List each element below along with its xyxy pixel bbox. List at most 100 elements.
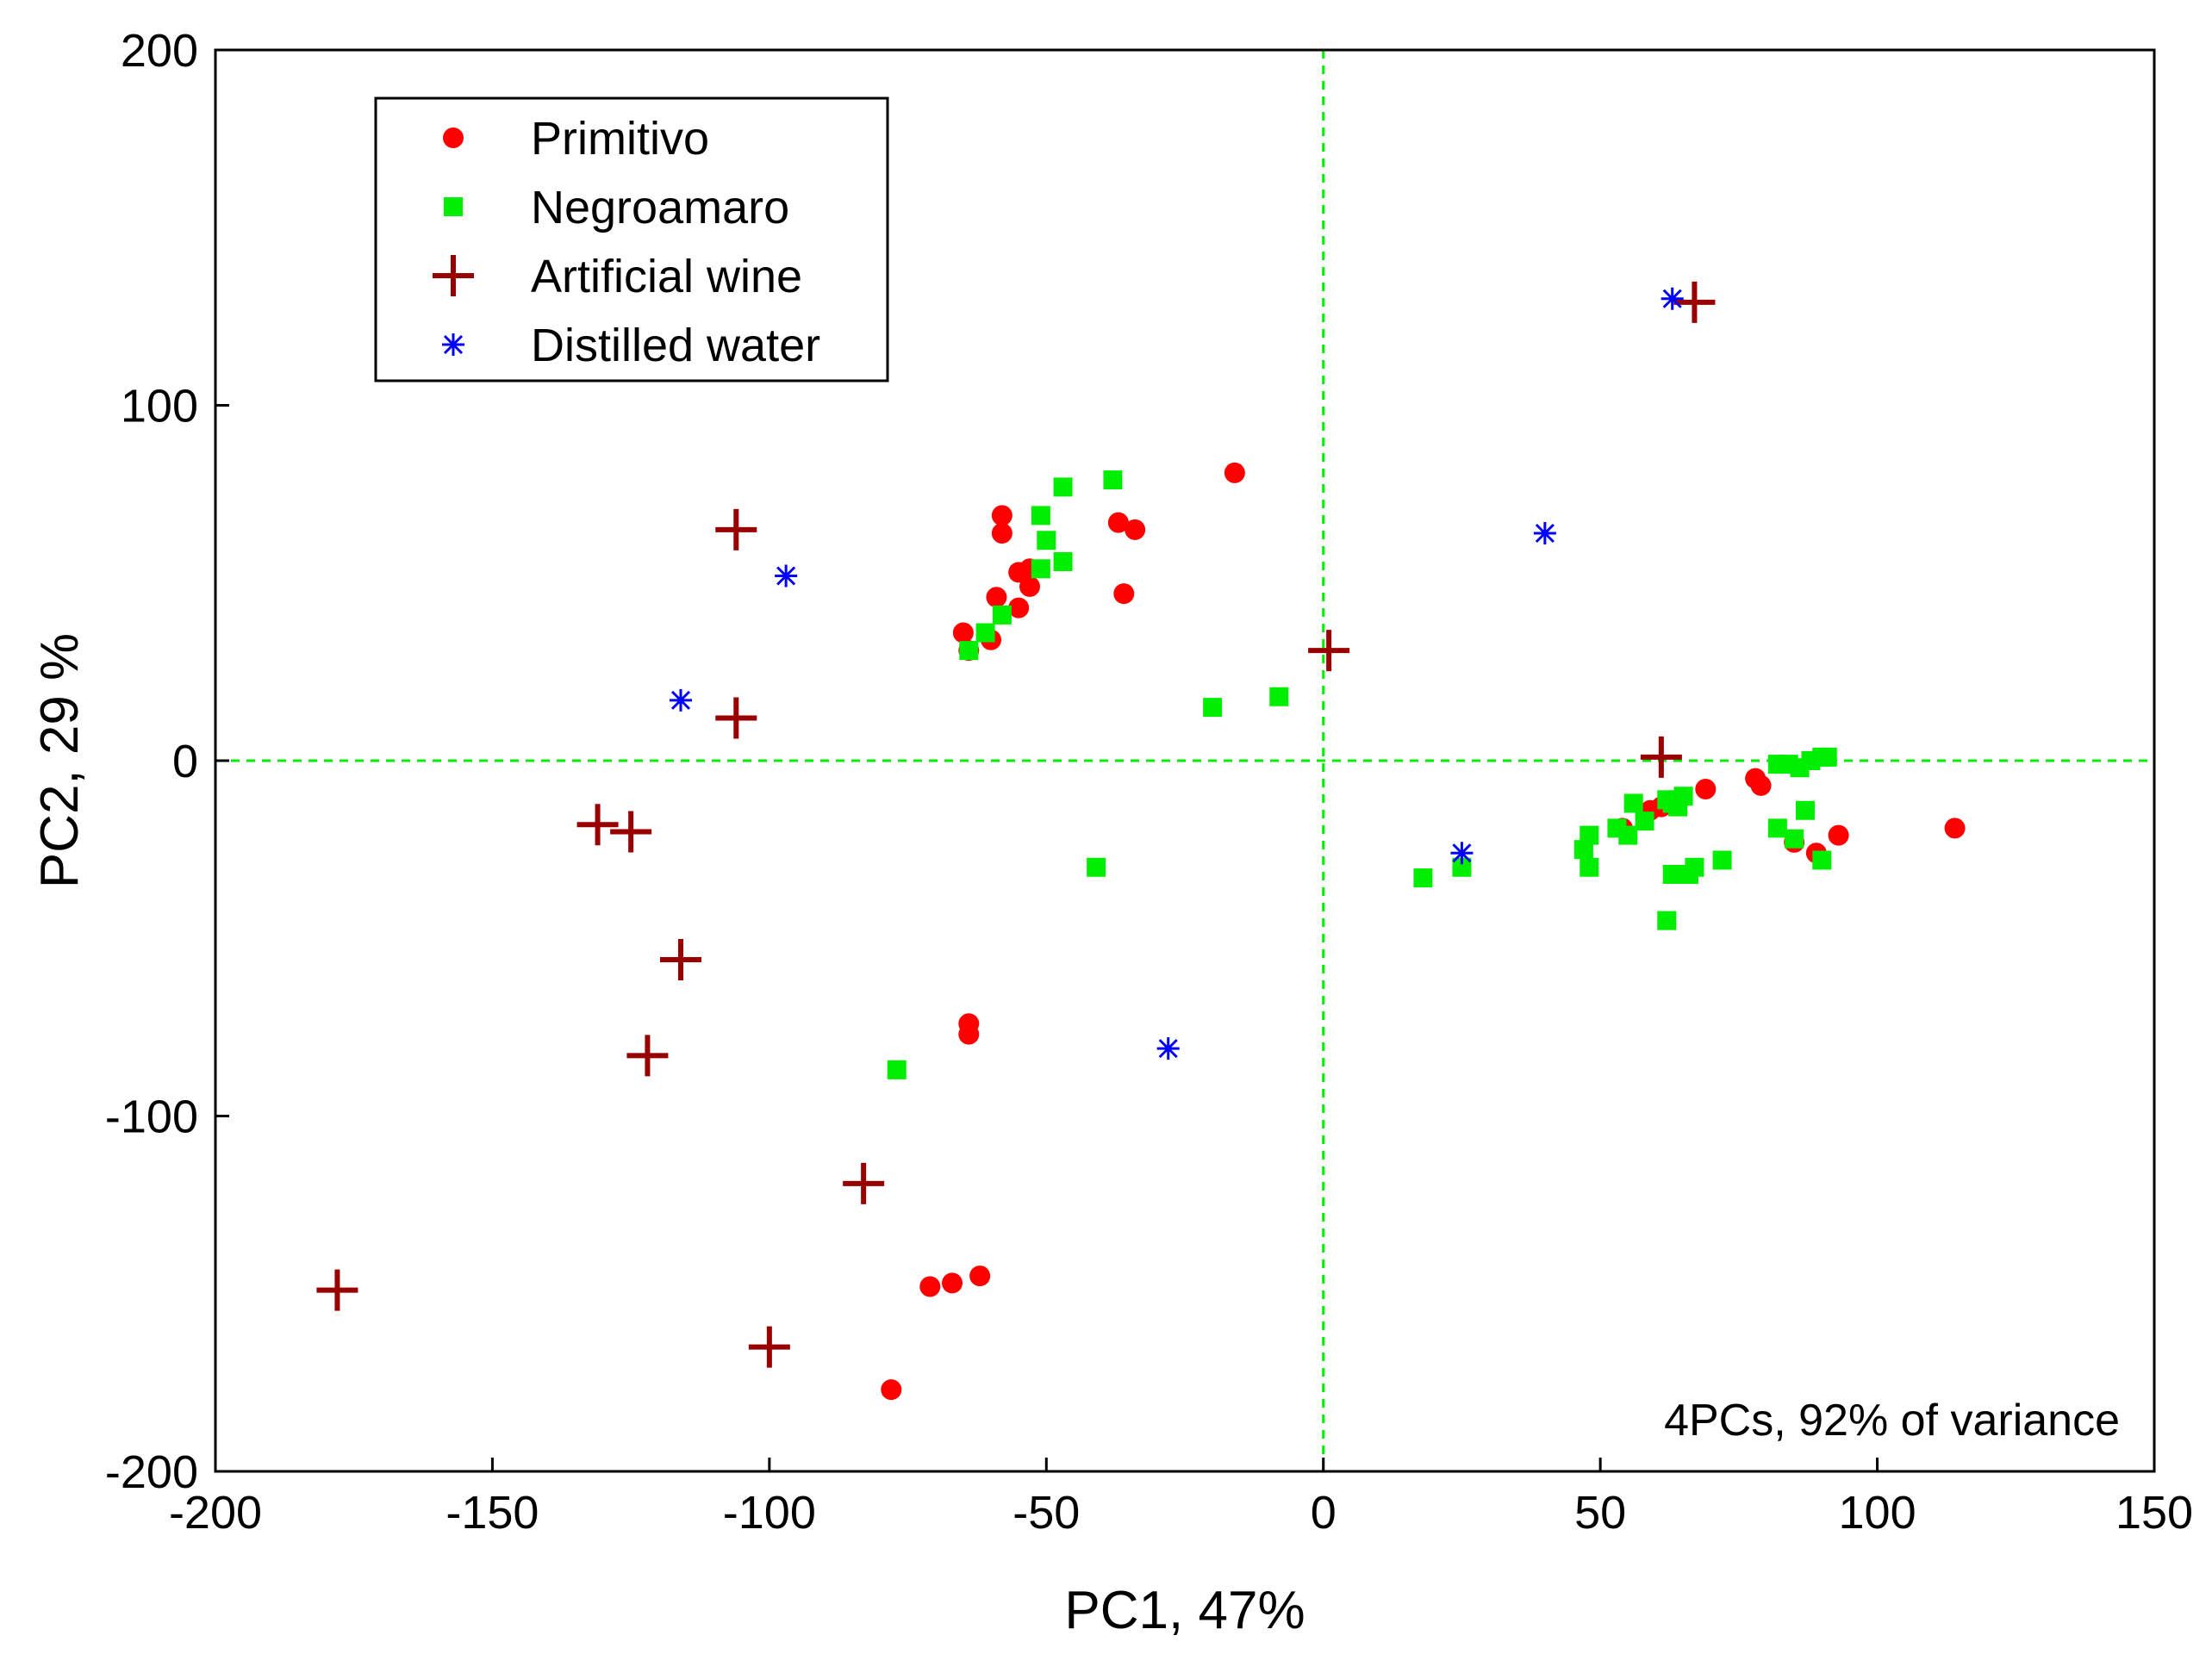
legend-marker-negroamaro (444, 197, 463, 216)
x-tick-label: -50 (1013, 1487, 1080, 1539)
legend-marker-primitivo (443, 127, 464, 148)
legend-item-negroamaro: Negroamaro (444, 182, 789, 233)
negroamaro-point (1812, 850, 1832, 870)
negroamaro-point (1031, 506, 1050, 525)
x-tick-label: 50 (1574, 1487, 1626, 1539)
artificial-wine-point (715, 697, 757, 739)
legend-label-artificial-wine: Artificial wine (531, 251, 802, 302)
y-tick-label: -200 (105, 1446, 198, 1498)
primitivo-point (1125, 519, 1146, 540)
artificial-wine-point (715, 508, 757, 550)
negroamaro-point (959, 641, 979, 661)
primitivo-point (952, 622, 974, 644)
negroamaro-point (1203, 698, 1223, 718)
negroamaro-point (1662, 865, 1682, 884)
negroamaro-point (992, 605, 1012, 625)
primitivo-point (991, 523, 1013, 544)
variance-annotation: 4PCs, 92% of variance (1664, 1396, 2120, 1446)
x-tick-label: 150 (2115, 1487, 2193, 1539)
primitivo-point (969, 1265, 991, 1287)
x-tick-label: 0 (1311, 1487, 1337, 1539)
legend-label-negroamaro: Negroamaro (531, 182, 789, 233)
primitivo-point (1695, 779, 1717, 799)
legend-item-primitivo: Primitivo (443, 113, 709, 165)
negroamaro-point (887, 1060, 907, 1079)
artificial-wine-point (1673, 281, 1716, 323)
primitivo-point (986, 587, 1007, 608)
y-tick-label: 100 (121, 381, 198, 432)
negroamaro-point (1053, 477, 1073, 497)
negroamaro-point (1712, 850, 1732, 870)
artificial-wine-point (843, 1162, 885, 1204)
legend-item-distilled-water: Distilled water (442, 320, 820, 371)
negroamaro-point (1037, 531, 1056, 550)
artificial-wine-point (576, 804, 619, 846)
series-negroamaro (887, 470, 1837, 1079)
artificial-wine-point (626, 1035, 669, 1077)
distilled-water-point (1156, 1037, 1180, 1060)
negroamaro-point (1580, 825, 1599, 845)
primitivo-point (1113, 583, 1135, 605)
legend-marker-artificial-wine (433, 255, 474, 296)
distilled-water-point (670, 688, 692, 712)
primitivo-point (958, 1023, 980, 1045)
artificial-wine-point (1308, 630, 1350, 672)
artificial-wine-point (660, 939, 701, 980)
primitivo-point (1944, 818, 1966, 839)
legend-label-primitivo: Primitivo (531, 113, 709, 165)
series-distilled-water (670, 287, 1684, 1060)
y-axis-title: PC2, 29 % (30, 633, 90, 888)
negroamaro-point (975, 623, 995, 643)
primitivo-point (1750, 774, 1772, 796)
y-tick-label: 0 (172, 736, 198, 787)
x-tick-label: 100 (1839, 1487, 1916, 1539)
x-tick-label: -150 (446, 1487, 539, 1539)
primitivo-point (942, 1272, 963, 1294)
x-axis-ticks: -200 -150 -100 -50 0 50 100 150 (169, 1458, 2193, 1539)
y-tick-label: 200 (121, 25, 198, 77)
primitivo-point (1008, 597, 1030, 619)
negroamaro-point (1673, 787, 1693, 806)
legend-item-artificial-wine: Artificial wine (433, 251, 802, 302)
negroamaro-point (1635, 811, 1654, 831)
negroamaro-point (1413, 868, 1433, 888)
negroamaro-point (1685, 857, 1704, 877)
y-axis-ticks: -200 -100 0 100 200 (105, 25, 229, 1498)
negroamaro-point (1623, 793, 1643, 813)
primitivo-point (881, 1379, 902, 1401)
distilled-water-point (1450, 842, 1474, 865)
legend: Primitivo Negroamaro Artificial wine Distil… (374, 96, 889, 382)
distilled-water-point (775, 564, 798, 588)
negroamaro-point (1269, 687, 1289, 706)
negroamaro-point (1031, 559, 1050, 579)
negroamaro-point (1796, 800, 1815, 820)
legend-box (374, 96, 889, 382)
negroamaro-point (1053, 552, 1073, 571)
primitivo-point (1828, 824, 1849, 846)
negroamaro-point (1785, 829, 1804, 849)
negroamaro-point (1657, 911, 1677, 930)
x-tick-label: -200 (169, 1487, 262, 1539)
distilled-water-point (1533, 522, 1556, 544)
legend-marker-distilled-water (442, 333, 464, 356)
series-artificial-wine (316, 281, 1716, 1368)
artificial-wine-point (316, 1269, 358, 1311)
x-tick-label: -100 (723, 1487, 816, 1539)
data-points (316, 281, 1966, 1401)
artificial-wine-point (1640, 736, 1682, 778)
negroamaro-point (1103, 470, 1123, 490)
legend-label-distilled-water: Distilled water (531, 320, 820, 371)
artificial-wine-point (748, 1326, 790, 1368)
negroamaro-point (1817, 747, 1837, 767)
primitivo-point (991, 505, 1013, 526)
primitivo-point (1019, 575, 1040, 597)
primitivo-point (1107, 512, 1129, 533)
x-axis-title: PC1, 47% (1064, 1581, 1305, 1640)
negroamaro-point (1087, 857, 1106, 877)
distilled-water-point (1661, 287, 1684, 310)
negroamaro-point (1452, 857, 1472, 877)
negroamaro-point (1580, 857, 1599, 877)
negroamaro-point (1767, 818, 1787, 838)
negroamaro-point (1618, 825, 1638, 845)
primitivo-point (1224, 462, 1245, 483)
